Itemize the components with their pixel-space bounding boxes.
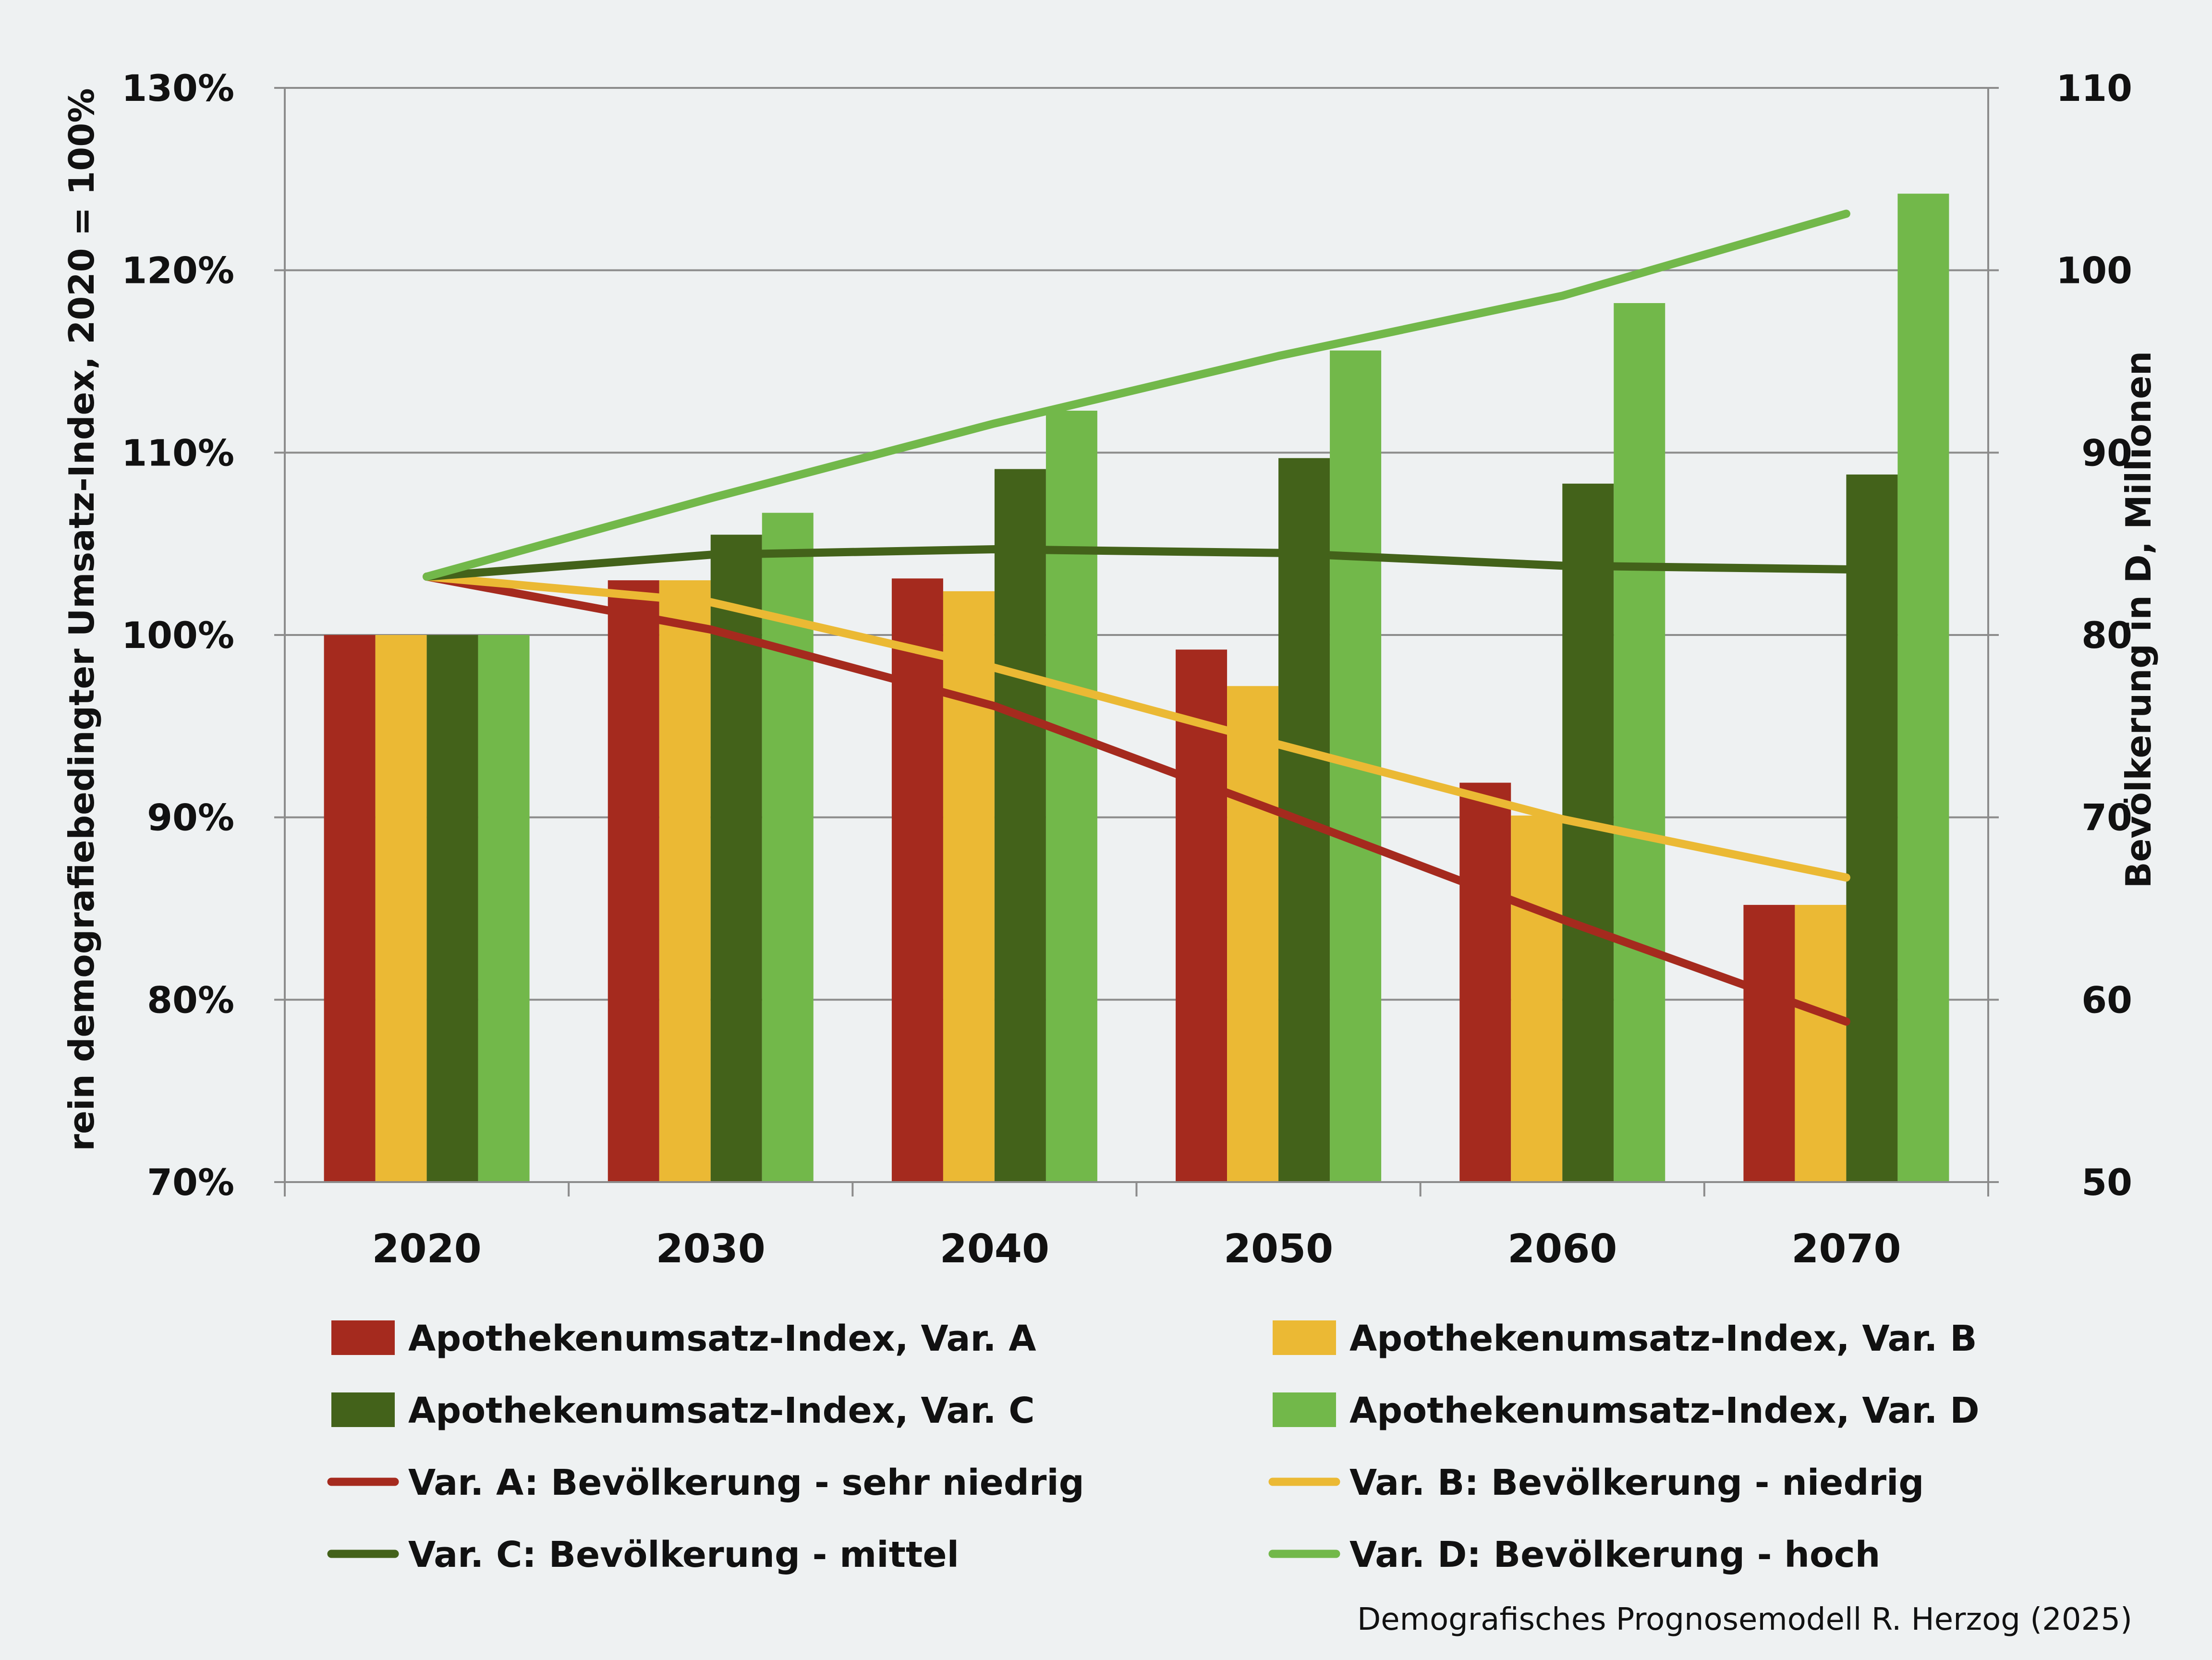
line-var-a [423,573,1850,1026]
bar-d-2020 [478,635,530,1182]
legend-swatch-bar [331,1392,395,1427]
x-tick-label: 2050 [1224,1226,1333,1272]
bar-d-2070 [1897,194,1949,1183]
legend-label: Var. C: Bevölkerung - mittel [408,1534,959,1575]
bar-c-2020 [426,635,478,1182]
right-tick-label: 60 [2081,978,2132,1021]
x-tick-label: 2060 [1507,1226,1617,1272]
bar-b-2020 [375,635,427,1182]
x-axis-ticks: 2020 2030 2040 2050 2060 2070 [372,1226,1901,1272]
legend-label: Apothekenumsatz-Index, Var. B [1349,1318,1977,1359]
bar-d-2060 [1614,303,1665,1183]
legend-swatch-bar [1273,1320,1336,1355]
right-tick-label: 100 [2056,249,2132,292]
bar-a-2070 [1743,904,1795,1182]
right-axis-title: Bevölkerung in D, Millionen [2118,351,2159,889]
bar-c-2070 [1846,474,1898,1182]
left-tick-label: 130% [122,67,234,110]
x-tick-label: 2020 [372,1226,481,1272]
gridlines [285,87,1988,1001]
bar-b-2070 [1795,904,1847,1182]
bar-b-2050 [1227,686,1279,1182]
legend-swatch-bar [331,1320,395,1355]
legend-label: Apothekenumsatz-Index, Var. D [1349,1390,1980,1431]
bar-b-2030 [659,580,711,1182]
bar-c-2040 [994,469,1046,1182]
legend-label: Apothekenumsatz-Index, Var. C [408,1390,1035,1431]
line-var-c [423,545,1850,581]
right-tick-label: 80 [2081,614,2132,657]
bar-a-2020 [324,635,376,1182]
right-tick-label: 70 [2081,796,2132,839]
left-tick-label: 80% [147,978,234,1021]
legend-label: Var. D: Bevölkerung - hoch [1349,1534,1880,1575]
left-tick-label: 90% [147,796,234,839]
bar-a-2050 [1176,649,1228,1182]
line-series-group [423,209,1850,1026]
bar-series-group [324,194,1949,1183]
legend-swatch-bar [1273,1392,1336,1427]
bar-a-2040 [891,578,943,1182]
legend: Apothekenumsatz-Index, Var. A Apothekenum… [327,1318,1980,1575]
x-tick-label: 2030 [656,1226,766,1272]
bar-c-2060 [1562,483,1614,1182]
legend-label: Var. A: Bevölkerung - sehr niedrig [408,1462,1084,1503]
right-tick-label: 50 [2081,1161,2132,1204]
left-tick-label: 110% [122,431,234,474]
bar-b-2060 [1511,815,1563,1182]
right-tick-label: 110 [2056,67,2132,110]
source-note: Demografisches Prognosemodell R. Herzog … [1357,1602,2132,1637]
bar-b-2040 [943,591,995,1182]
left-tick-label: 100% [122,614,234,657]
left-axis-title: rein demografiebedingter Umsatz-Index, 2… [61,88,102,1151]
left-axis-ticks: 70% 80% 90% 100% 110% 120% 130% [122,67,234,1204]
bar-a-2060 [1459,782,1511,1182]
bar-d-2040 [1045,411,1097,1182]
axes [274,87,1999,1196]
left-tick-label: 70% [147,1161,234,1204]
bar-a-2030 [608,580,659,1182]
left-tick-label: 120% [122,249,234,292]
legend-label: Apothekenumsatz-Index, Var. A [408,1318,1036,1359]
x-tick-label: 2040 [940,1226,1049,1272]
line-var-b [423,573,1850,882]
x-tick-label: 2070 [1791,1226,1901,1272]
right-axis-ticks: 50 60 70 80 90 100 110 [2056,67,2132,1204]
line-var-d [423,209,1850,581]
right-tick-label: 90 [2081,431,2132,474]
legend-label: Var. B: Bevölkerung - niedrig [1349,1462,1924,1503]
